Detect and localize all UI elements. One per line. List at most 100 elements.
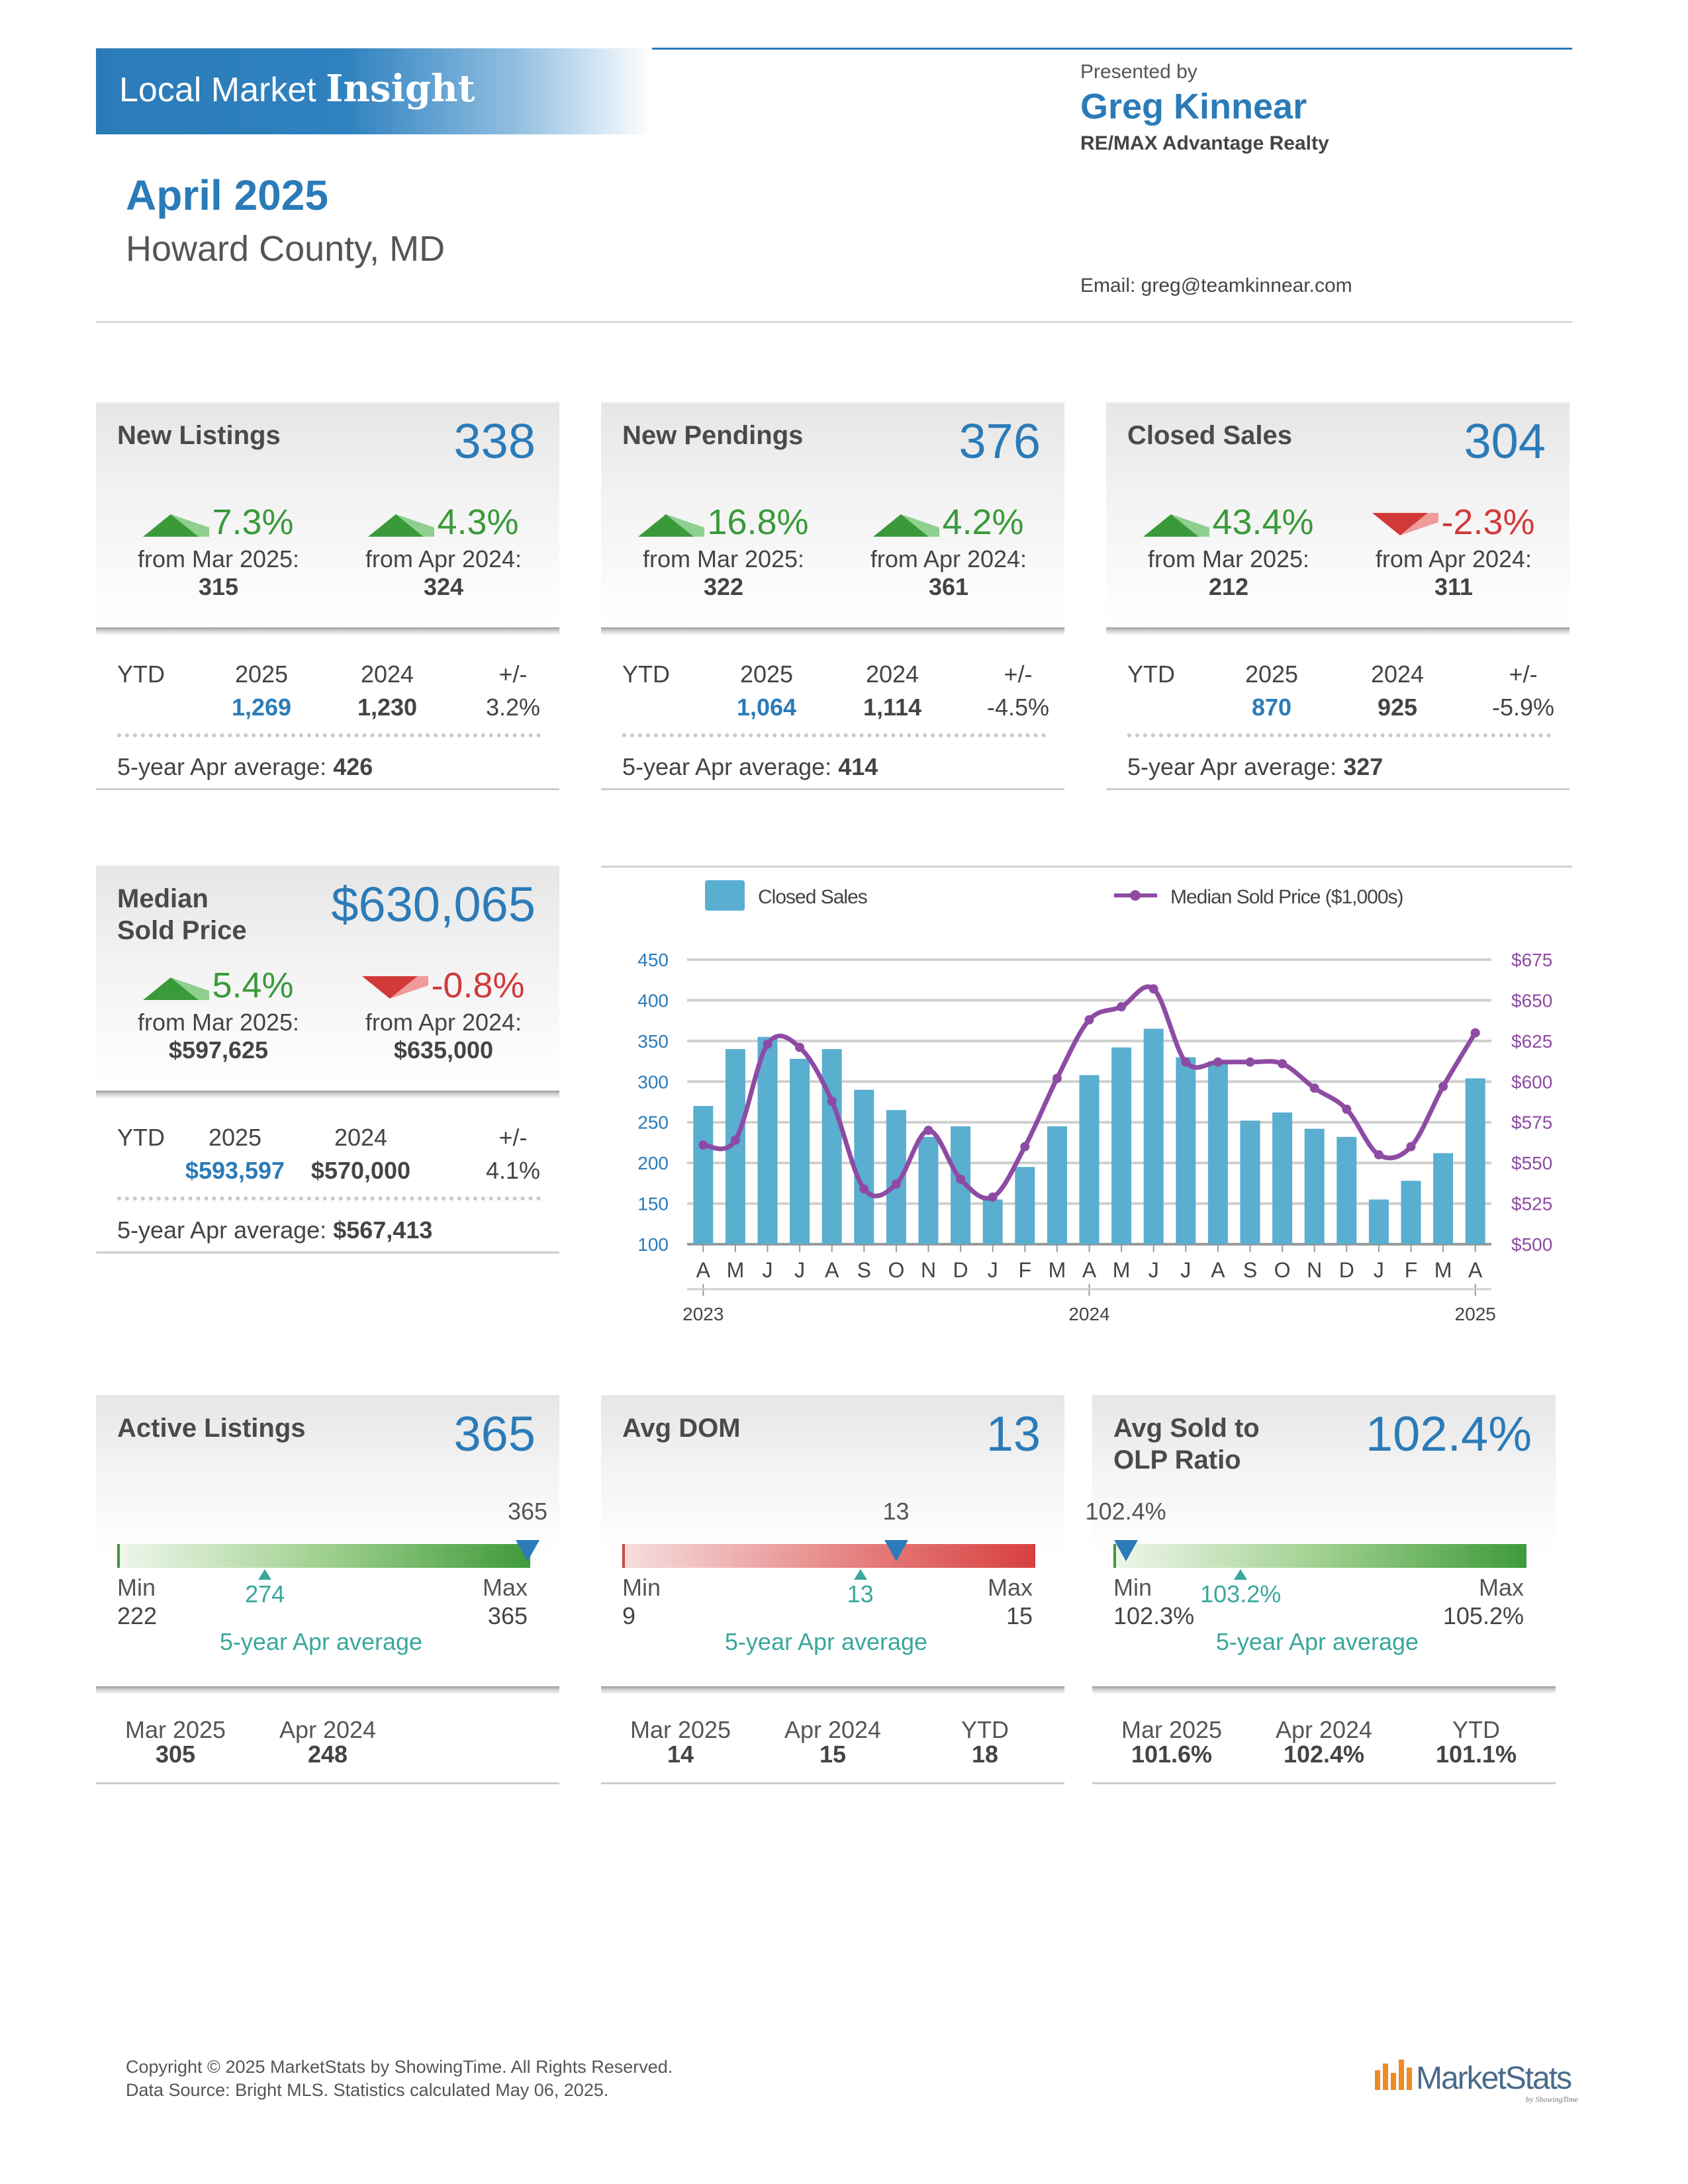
change-percent: 43.4%	[1116, 502, 1341, 543]
y-right-tick-label: $575	[1511, 1113, 1552, 1133]
x-tick-label: J	[1180, 1258, 1191, 1282]
gauge-main-value: 102.4%	[1366, 1406, 1532, 1461]
y-left-tick-label: 300	[637, 1071, 669, 1092]
gauge-card: Active Listings 365 365 Min 222 Max 365 274 5-ye…	[96, 1395, 559, 1792]
card-title-line1: Median	[117, 884, 209, 913]
x-tick-label: M	[1113, 1258, 1131, 1282]
closed-sales-bar	[918, 1136, 939, 1244]
median-price-point	[923, 1126, 933, 1135]
compare-label: YTD	[1452, 1716, 1500, 1743]
median-price-point	[1052, 1073, 1062, 1083]
y-left-tick-label: 400	[637, 990, 669, 1011]
gauge-title: Active Listings	[117, 1412, 306, 1444]
gauge-max-label: Max	[482, 1574, 528, 1601]
ytd-year-current: 2025	[1244, 660, 1299, 688]
five-year-average-value: 426	[333, 753, 373, 780]
median-price-point	[1084, 1015, 1094, 1024]
closed-sales-bar	[1015, 1167, 1035, 1244]
median-price-point	[1245, 1057, 1255, 1067]
median-price-point	[763, 1039, 773, 1049]
median-price-point	[698, 1140, 708, 1150]
gauge-main-value: 365	[453, 1406, 536, 1461]
gauge-current-label: 365	[507, 1498, 548, 1525]
change-block: 7.3% from Mar 2025: 315	[106, 502, 331, 601]
y-left-tick-label: 450	[637, 950, 669, 970]
year-label: 2024	[1068, 1304, 1109, 1324]
gauge-max-label: Max	[1478, 1574, 1524, 1601]
x-tick-label: J	[988, 1258, 998, 1282]
gauge-average-value: 274	[245, 1580, 285, 1608]
gauge-max-value: 15	[1006, 1602, 1033, 1629]
gauge-bottom-rule	[601, 1782, 1064, 1784]
card-title-text: New Pendings	[622, 421, 804, 450]
change-compare-value: 311	[1434, 573, 1474, 600]
five-year-average-value: 414	[838, 753, 878, 780]
gauge-card: Avg DOM 13 13 Min 9 Max 15 13 5-year Apr average…	[601, 1395, 1064, 1792]
ytd-change: -5.9%	[1491, 694, 1555, 721]
svg-text:by ShowingTime: by ShowingTime	[1526, 2095, 1579, 2104]
ytd-plusminus-label: +/-	[498, 1124, 528, 1151]
card-bottom-rule	[96, 1251, 559, 1253]
average-marker-icon	[258, 1569, 272, 1580]
closed-sales-price-chart: 450 400 350 300 250 200 150 100 $675 $650 $625 $600…	[637, 880, 1552, 1324]
presented-by: Presented by	[1080, 61, 1197, 83]
closed-sales-bar	[1079, 1075, 1100, 1244]
gauge-average-value: 103.2%	[1200, 1580, 1282, 1608]
x-tick-label: J	[763, 1258, 773, 1282]
compare-label: Mar 2025	[630, 1716, 731, 1743]
y-right-tick-label: $500	[1511, 1234, 1552, 1255]
current-marker-icon	[516, 1540, 539, 1561]
x-tick-label: J	[794, 1258, 805, 1282]
y-right-tick-label: $650	[1511, 990, 1552, 1011]
median-price-point	[1278, 1059, 1288, 1069]
year-label: 2025	[1455, 1304, 1496, 1324]
x-tick-label: J	[1374, 1258, 1384, 1282]
closed-sales-bar	[1368, 1199, 1389, 1244]
y-left-tick-label: 200	[637, 1153, 669, 1173]
five-year-average-value: 327	[1343, 753, 1383, 780]
median-price-point	[1470, 1028, 1480, 1038]
x-tick-label: D	[1339, 1258, 1354, 1282]
report-month: April 2025	[126, 171, 328, 219]
change-percent: -2.3%	[1341, 502, 1566, 543]
x-tick-label: N	[1307, 1258, 1322, 1282]
card-title: New Listings	[117, 420, 281, 451]
card-main-value: 304	[1464, 414, 1546, 469]
up-arrow-icon	[143, 514, 210, 537]
change-label: from Apr 2024:	[870, 545, 1027, 572]
x-tick-label: A	[825, 1258, 839, 1282]
card-separator	[96, 627, 559, 635]
change-block: 5.4% from Mar 2025: $597,625	[106, 965, 331, 1064]
gauge-max-value: 365	[487, 1602, 528, 1629]
gauge-header-bg	[96, 1395, 559, 1554]
median-price-point	[956, 1174, 966, 1184]
x-tick-label: D	[953, 1258, 968, 1282]
x-tick-label: A	[1082, 1258, 1097, 1282]
closed-sales-bar	[1465, 1078, 1485, 1244]
dotted-divider	[622, 733, 1046, 737]
y-left-tick-label: 250	[637, 1113, 669, 1133]
compare-label: YTD	[961, 1716, 1009, 1743]
gauge-title: Avg DOM	[622, 1412, 741, 1444]
ytd-label: YTD	[117, 1124, 165, 1151]
marketstats-logo: MarketStats by ShowingTime	[1374, 2057, 1579, 2110]
legend-swatch-closed-sales	[705, 880, 745, 911]
change-percent: 4.3%	[331, 502, 556, 543]
closed-sales-bar	[1143, 1028, 1164, 1244]
header-rule	[652, 48, 1572, 50]
card-title: Closed Sales	[1127, 420, 1292, 451]
median-price-point	[1342, 1105, 1352, 1115]
ytd-value-current: 870	[1251, 694, 1292, 721]
median-price-point	[730, 1135, 740, 1145]
five-year-average: 5-year Apr average: 426	[117, 753, 373, 781]
change-label: from Apr 2024:	[1375, 545, 1532, 572]
ytd-plusminus-label: +/-	[1004, 660, 1033, 688]
current-marker-icon	[1113, 1540, 1138, 1561]
card-separator	[601, 627, 1064, 635]
average-marker-icon	[853, 1569, 867, 1580]
agent-email[interactable]: Email: greg@teamkinnear.com	[1080, 275, 1352, 296]
ytd-value-prior: 1,114	[863, 694, 922, 721]
compare-label: Apr 2024	[784, 1716, 882, 1743]
median-price-point	[859, 1184, 869, 1194]
gauge-title-text: Active Listings	[117, 1414, 306, 1443]
